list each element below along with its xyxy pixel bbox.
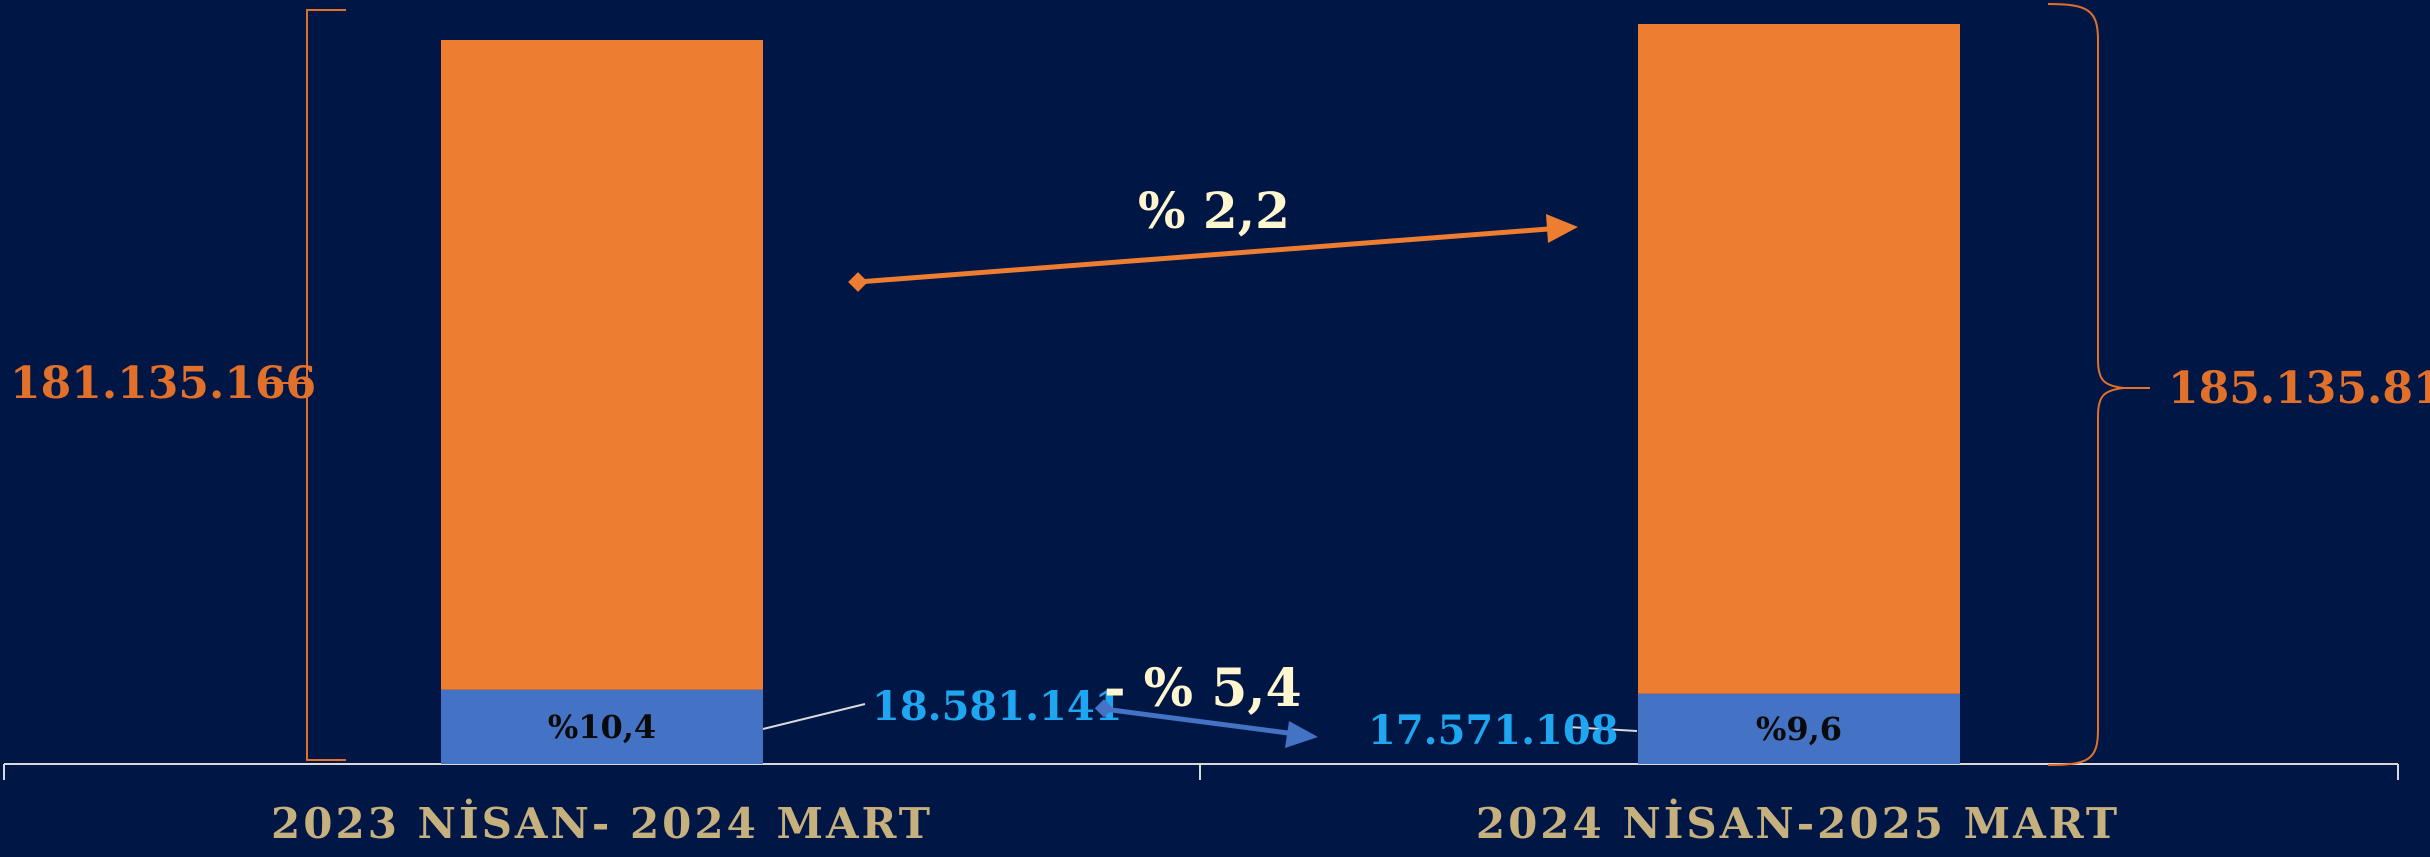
bar-top-segment-1 bbox=[441, 39, 763, 690]
left-total-bracket bbox=[306, 9, 346, 761]
total-label-1: 181.135.166 bbox=[10, 358, 316, 409]
total-change-arrow-tail bbox=[848, 272, 868, 292]
bottom-value-label-1: 18.581.141 bbox=[872, 683, 1123, 730]
total-label-2: 185.135.817 bbox=[2168, 363, 2430, 414]
bars-group: %10,4 %9,6 bbox=[441, 24, 1960, 764]
bottom-change-label: - % 5,4 bbox=[1104, 658, 1302, 719]
bar-bottom-segment-2 bbox=[1638, 693, 1960, 764]
bar-bottom-segment-1 bbox=[441, 689, 763, 764]
bar-top-segment-2 bbox=[1638, 24, 1960, 694]
category-label-2: 2024 NİSAN-2025 MART bbox=[1476, 797, 2120, 848]
total-change-arrow-line bbox=[857, 226, 1549, 285]
bottom-leader-2 bbox=[1567, 726, 1638, 732]
bottom-leader-1 bbox=[762, 703, 866, 730]
bottom-change-arrow-line bbox=[1103, 706, 1289, 736]
bottom-change-arrow-head bbox=[1285, 721, 1318, 748]
category-label-1: 2023 NİSAN- 2024 MART bbox=[271, 797, 933, 848]
share-label-2: %9,6 bbox=[1756, 710, 1842, 748]
share-label-1: %10,4 bbox=[548, 708, 656, 746]
bottom-change-arrow-tail bbox=[1094, 699, 1114, 718]
right-total-brace bbox=[2047, 3, 2125, 766]
total-change-arrow-head bbox=[1546, 214, 1578, 243]
total-change-label: % 2,2 bbox=[1138, 181, 1290, 240]
bottom-value-label-2: 17.571.108 bbox=[1368, 707, 1619, 754]
